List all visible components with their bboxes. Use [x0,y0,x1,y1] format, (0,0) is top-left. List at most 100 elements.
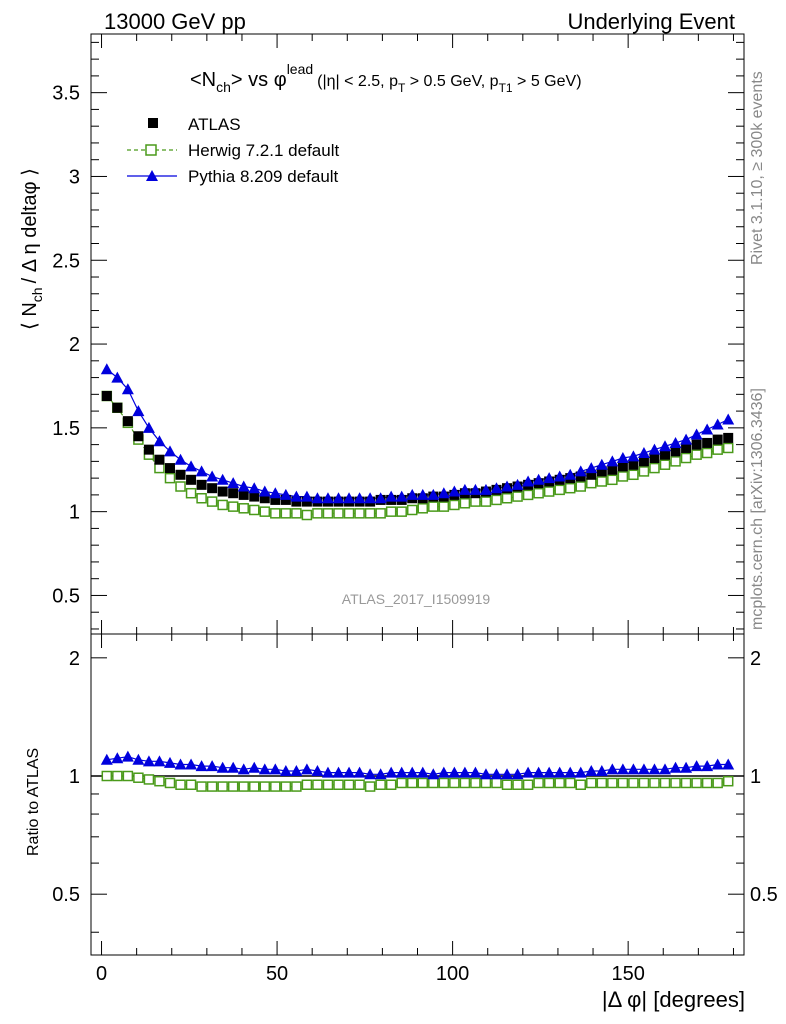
analysis-id: ATLAS_2017_I1509919 [342,591,491,607]
ratio-point-filled-triangle [659,763,672,775]
legend: ATLAS Herwig 7.2.1 default Pythia 8.209 … [127,115,339,186]
main-point-filled-triangle [395,490,408,502]
ratio-point-open-square [554,777,565,789]
main-point-open-square [512,491,523,502]
ratio-point-open-square [501,779,513,791]
ratio-point-open-square [459,777,471,789]
ratio-point-open-square [343,779,355,791]
title-cond-sub2: T1 [499,81,513,95]
main-point-open-square [396,506,407,517]
ratio-point-open-square [301,779,313,791]
main-point-open-square [543,486,555,497]
ratio-point-filled-triangle [153,755,166,767]
ratio-point-open-square [196,781,207,792]
main-point-filled-square [133,431,144,442]
ratio-point-open-square [101,770,113,782]
ratio-point-filled-triangle [142,755,155,767]
main-point-filled-triangle [595,458,608,470]
ratio-point-open-square [312,779,323,791]
ratio-point-filled-triangle [321,766,334,778]
ratio-point-open-square [512,779,523,791]
main-point-filled-triangle [416,488,429,500]
ratio-point-open-square [175,779,186,791]
ratio-point-filled-triangle [163,756,176,768]
ratio-point-filled-triangle [511,768,524,780]
ylabel-open: ⟨ N [19,302,41,330]
ratio-point-open-square [133,772,144,783]
main-point-filled-triangle [574,465,587,477]
main-point-open-square [375,508,386,519]
ratio-point-open-square [607,777,618,789]
main-point-filled-square [712,434,723,445]
main-point-open-square [301,509,313,521]
ratio-point-filled-triangle [395,766,408,778]
main-point-filled-triangle [532,473,545,485]
main-point-open-square [196,492,207,504]
ratio-point-filled-triangle [427,768,440,780]
ratio-point-filled-triangle [269,763,282,775]
title-cond-mid: > 0.5 GeV, p [405,73,498,90]
title-cond-open: (|η| < 2.5, p [317,73,398,90]
main-point-filled-triangle [206,470,219,482]
ratio-point-filled-triangle [648,763,661,775]
rivet-label: Rivet 3.1.10, ≥ 300k events [749,71,766,265]
legend-pythia-marker [146,170,158,181]
main-point-filled-square [607,464,618,475]
main-point-filled-square [217,486,228,497]
main-point-open-square [249,504,260,516]
ratio-point-filled-triangle [174,758,187,770]
main-point-filled-triangle [195,465,208,477]
ratio-point-open-square [522,779,534,791]
ratio-point-open-square [364,781,376,792]
main-ytick-label: 1 [69,502,80,524]
ratio-point-filled-triangle [722,758,735,770]
main-point-filled-triangle [248,482,261,494]
ratio-point-filled-triangle [290,764,303,776]
legend-pythia-label: Pythia 8.209 default [188,167,339,186]
main-point-filled-triangle [321,492,334,504]
main-point-open-square [596,476,608,487]
main-point-open-square [470,496,481,507]
ratio-point-open-square [238,781,249,792]
ratio-point-filled-triangle [300,763,313,775]
ratio-point-filled-triangle [406,766,419,778]
main-point-filled-triangle [553,470,566,482]
ratio-point-filled-triangle [374,768,387,780]
main-point-filled-triangle [364,492,377,504]
main-point-filled-triangle [437,487,450,499]
ratio-point-open-square [291,781,302,792]
main-point-open-square [480,496,492,507]
ratio-point-open-square [280,781,292,792]
main-point-filled-triangle [227,477,240,489]
main-point-open-square [322,508,334,519]
title-cond-sub1: T [398,81,406,95]
ratio-ytick-label-right: 2 [750,648,761,670]
x-tick-label: 50 [266,963,288,985]
main-point-filled-triangle [522,475,535,487]
ratio-point-open-square [564,777,576,789]
main-point-open-square [333,508,344,519]
main-point-open-square [206,496,218,507]
ratio-point-open-square [185,779,197,791]
ratio-point-open-square [406,777,418,789]
legend-atlas-label: ATLAS [188,115,241,134]
main-point-filled-triangle [163,445,176,457]
main-point-open-square [449,499,460,511]
main-point-open-square [406,504,418,516]
main-ytick-label: 1.5 [52,418,80,440]
legend-herwig-marker [145,144,157,156]
title-cond-close: > 5 GeV) [513,73,582,90]
ratio-point-filled-triangle [111,752,124,764]
main-point-filled-triangle [448,485,461,497]
main-point-filled-square [575,471,586,482]
ylabel-sub: ch [29,287,45,302]
main-point-open-square [691,449,702,460]
main-point-open-square [343,508,355,519]
ratio-point-open-square [480,777,492,789]
main-point-open-square [438,501,450,512]
ratio-point-filled-triangle [364,768,377,780]
main-point-open-square [701,447,713,459]
ratio-point-filled-triangle [311,764,324,776]
main-point-filled-square [638,456,649,467]
ratio-ytick-label-right: 1 [750,766,761,788]
